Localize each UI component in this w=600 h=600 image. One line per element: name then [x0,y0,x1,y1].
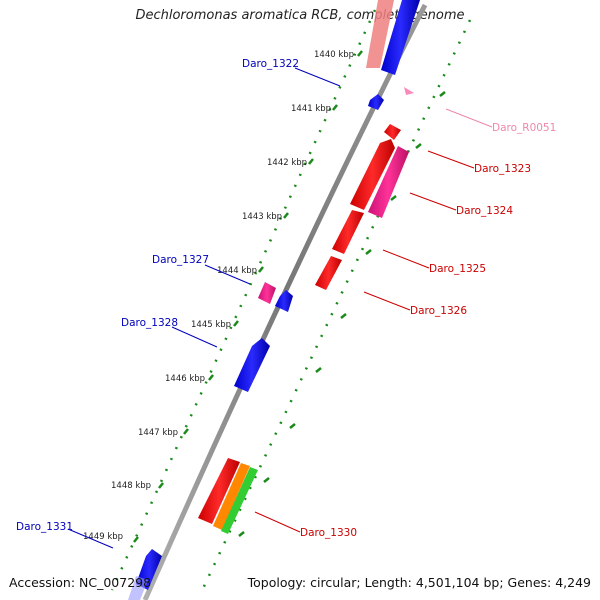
accession: Accession: NC_007298 [9,575,152,590]
inner-major-ticks [133,50,363,543]
kbp-label: 1448 kbp [111,481,151,491]
kbp-label: 1445 kbp [191,320,231,330]
gene-label[interactable]: Daro_1326 [410,305,467,317]
feature-daro-1327-blue[interactable] [275,290,293,312]
gene-label[interactable]: Daro_1323 [474,163,531,175]
feature-daro-1328[interactable] [234,338,270,392]
gene-labels: Daro_1322 Daro_R0051 Daro_1323 Daro_1324… [16,58,556,539]
feature-daro-1326[interactable] [315,256,342,290]
gene-label[interactable]: Daro_1322 [242,58,299,70]
genome-backbone [142,3,428,600]
outer-major-ticks [238,91,446,537]
kbp-label: 1444 kbp [217,266,257,276]
feature-pink-cds[interactable] [368,146,409,218]
feature-daro-1324[interactable] [350,139,395,210]
feature-daro-1327[interactable] [258,282,276,304]
gene-label[interactable]: Daro_1330 [300,527,357,539]
features [128,0,420,600]
kbp-label: 1443 kbp [242,212,282,222]
feature-cds-blue-top[interactable] [381,0,420,75]
kbp-label: 1449 kbp [83,532,123,542]
feature-daro-1323[interactable] [384,124,401,140]
feature-daro-1330[interactable] [198,458,240,524]
kbp-label: 1441 kbp [291,104,331,114]
gene-label[interactable]: Daro_1331 [16,521,73,533]
gene-label[interactable]: Daro_R0051 [492,122,556,134]
genome-summary: Topology: circular; Length: 4,501,104 bp… [247,575,591,590]
feature-green-cds[interactable] [221,467,258,534]
kbp-label: 1447 kbp [138,428,178,438]
feature-daro-1322[interactable] [368,94,384,110]
outer-scale-track [198,19,472,596]
feature-light-blue [128,576,148,600]
kbp-label: 1440 kbp [314,50,354,60]
feature-rna-top[interactable] [366,0,394,68]
gene-label[interactable]: Daro_1328 [121,317,178,329]
leader-lines [67,67,493,549]
gene-label[interactable]: Daro_1325 [429,263,486,275]
kbp-label: 1442 kbp [267,158,307,168]
gene-label[interactable]: Daro_1324 [456,205,513,217]
inner-scale-track [110,9,377,591]
feature-daro-1325[interactable] [332,210,364,254]
gene-label[interactable]: Daro_1327 [152,254,209,266]
feature-orange-cds[interactable] [213,463,250,530]
kbp-labels: 1440 kbp 1441 kbp 1442 kbp 1443 kbp 1444… [83,50,354,542]
feature-daro-r0051[interactable] [404,87,414,95]
kbp-label: 1446 kbp [165,374,205,384]
